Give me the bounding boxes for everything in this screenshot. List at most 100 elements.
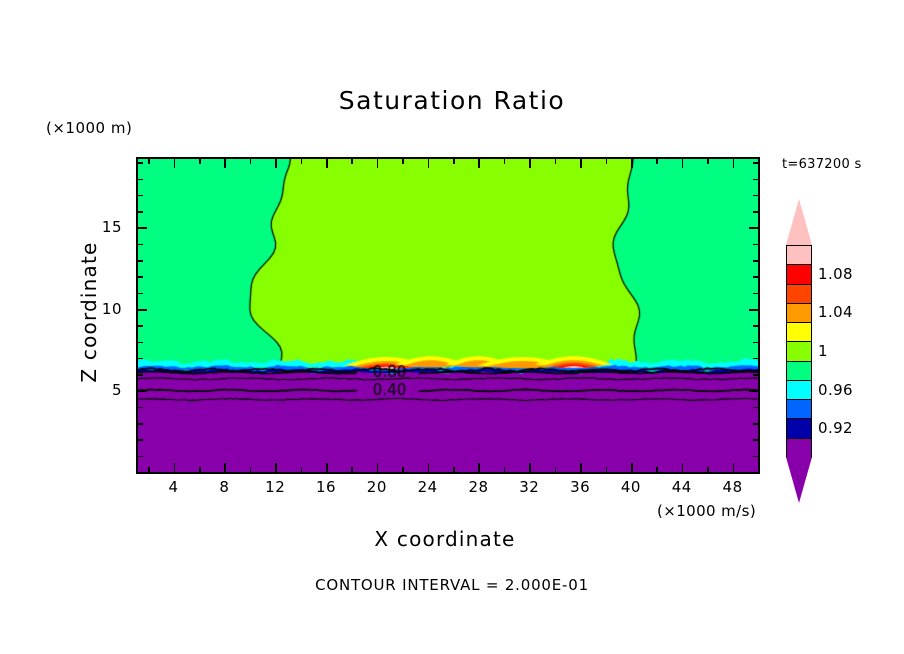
contour-plot-area bbox=[136, 157, 760, 474]
colorbar-tick-label: 0.92 bbox=[818, 419, 853, 438]
tick-mark bbox=[656, 467, 658, 472]
tick-mark bbox=[753, 325, 758, 327]
tick-mark bbox=[138, 243, 143, 246]
tick-mark bbox=[173, 463, 176, 472]
x-tick-label: 12 bbox=[265, 478, 286, 496]
tick-mark bbox=[753, 276, 758, 278]
tick-mark bbox=[138, 194, 143, 197]
x-tick-label: 8 bbox=[219, 478, 230, 496]
colorbar-tick-label: 1 bbox=[818, 342, 828, 360]
tick-mark bbox=[753, 243, 758, 246]
x-axis-title: X coordinate bbox=[374, 527, 516, 551]
tick-mark bbox=[753, 423, 758, 425]
tick-mark bbox=[732, 159, 735, 168]
colorbar-band bbox=[786, 322, 812, 343]
tick-mark bbox=[138, 439, 143, 441]
colorbar-band bbox=[786, 379, 812, 401]
tick-mark bbox=[138, 227, 147, 230]
tick-mark bbox=[529, 463, 531, 472]
tick-mark bbox=[478, 159, 481, 168]
colorbar-band bbox=[786, 418, 812, 440]
x-tick-label: 28 bbox=[468, 478, 489, 496]
tick-mark bbox=[138, 292, 143, 295]
tick-mark bbox=[630, 159, 633, 168]
tick-mark bbox=[453, 467, 455, 472]
tick-mark bbox=[427, 463, 430, 472]
colorbar-arrow-bottom bbox=[786, 457, 812, 503]
x-tick-label: 40 bbox=[620, 478, 641, 496]
tick-mark bbox=[478, 463, 481, 472]
tick-mark bbox=[351, 467, 354, 472]
tick-mark bbox=[753, 292, 758, 295]
tick-mark bbox=[138, 390, 147, 393]
tick-mark bbox=[749, 390, 758, 393]
tick-mark bbox=[732, 463, 735, 472]
tick-mark bbox=[753, 194, 758, 197]
tick-mark bbox=[138, 357, 143, 360]
tick-mark bbox=[753, 260, 758, 262]
tick-mark bbox=[173, 159, 176, 168]
y-axis-unit-label: (×1000 m) bbox=[46, 119, 133, 137]
x-tick-label: 44 bbox=[671, 478, 692, 496]
tick-mark bbox=[753, 211, 758, 213]
tick-mark bbox=[351, 159, 354, 164]
tick-mark bbox=[758, 159, 760, 164]
tick-mark bbox=[138, 341, 143, 344]
tick-mark bbox=[753, 406, 758, 409]
tick-mark bbox=[376, 463, 379, 472]
tick-mark bbox=[300, 467, 303, 472]
tick-mark bbox=[138, 423, 143, 425]
x-tick-label: 48 bbox=[722, 478, 743, 496]
tick-mark bbox=[224, 159, 226, 168]
tick-mark bbox=[753, 178, 758, 181]
tick-mark bbox=[758, 467, 760, 472]
x-tick-label: 20 bbox=[366, 478, 387, 496]
tick-mark bbox=[529, 159, 531, 168]
tick-mark bbox=[503, 467, 506, 472]
tick-mark bbox=[681, 463, 684, 472]
tick-mark bbox=[138, 211, 143, 213]
tick-mark bbox=[148, 159, 150, 164]
tick-mark bbox=[138, 178, 143, 181]
tick-mark bbox=[198, 159, 201, 164]
tick-mark bbox=[753, 162, 758, 164]
contour-interval-label: CONTOUR INTERVAL = 2.000E-01 bbox=[315, 576, 589, 594]
colorbar-band bbox=[786, 283, 812, 305]
tick-mark bbox=[224, 463, 226, 472]
tick-mark bbox=[707, 467, 709, 472]
contour-field bbox=[138, 159, 758, 472]
colorbar-band bbox=[786, 360, 812, 382]
colorbar-band bbox=[786, 341, 812, 363]
tick-mark bbox=[749, 308, 758, 311]
tick-mark bbox=[148, 467, 150, 472]
tick-mark bbox=[503, 159, 506, 164]
colorbar-arrow-top bbox=[786, 199, 812, 245]
tick-mark bbox=[249, 467, 252, 472]
tick-mark bbox=[580, 463, 582, 472]
colorbar bbox=[786, 199, 812, 503]
x-tick-label: 32 bbox=[519, 478, 540, 496]
tick-mark bbox=[138, 260, 143, 262]
tick-mark bbox=[402, 159, 404, 164]
colorbar-band bbox=[786, 437, 812, 459]
tick-mark bbox=[453, 159, 455, 164]
colorbar-tick-label: 1.04 bbox=[818, 303, 853, 322]
colorbar-band bbox=[786, 245, 812, 266]
y-tick-label: 5 bbox=[111, 381, 122, 400]
tick-mark bbox=[326, 463, 328, 472]
y-tick-label: 15 bbox=[101, 218, 122, 237]
colorbar-band bbox=[786, 399, 812, 420]
tick-mark bbox=[749, 227, 758, 230]
x-tick-label: 36 bbox=[570, 478, 591, 496]
tick-mark bbox=[300, 159, 303, 164]
tick-mark bbox=[275, 463, 277, 472]
tick-mark bbox=[138, 162, 143, 164]
tick-mark bbox=[605, 159, 608, 164]
contour-canvas bbox=[138, 159, 758, 472]
tick-mark bbox=[605, 467, 608, 472]
tick-mark bbox=[753, 439, 758, 441]
tick-mark bbox=[753, 455, 758, 458]
tick-mark bbox=[707, 159, 709, 164]
tick-mark bbox=[402, 467, 404, 472]
colorbar-tick-label: 0.96 bbox=[818, 380, 853, 399]
